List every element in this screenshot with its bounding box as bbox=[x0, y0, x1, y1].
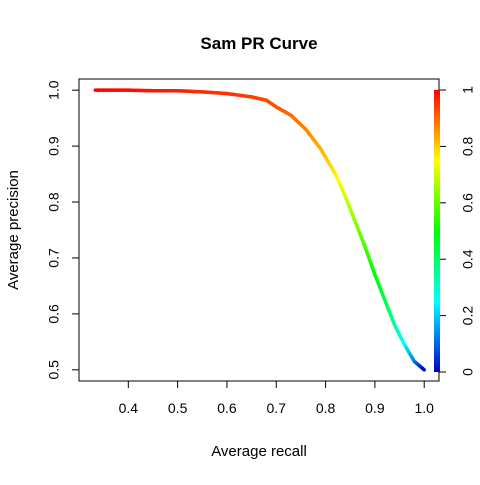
right-tick-label: 0 bbox=[460, 368, 476, 376]
x-tick-label: 0.5 bbox=[168, 400, 188, 416]
chart-title: Sam PR Curve bbox=[200, 34, 317, 53]
pr-curve-segment bbox=[423, 369, 424, 370]
y-axis-label: Average precision bbox=[5, 170, 22, 290]
right-tick-label: 0.8 bbox=[460, 136, 476, 156]
right-tick-label: 0.2 bbox=[460, 306, 476, 326]
y-tick-label: 0.7 bbox=[46, 248, 62, 268]
pr-curve-line bbox=[95, 90, 424, 370]
x-tick-label: 0.4 bbox=[119, 400, 139, 416]
x-axis: 0.4 0.5 0.6 0.7 0.8 0.9 1.0 bbox=[119, 381, 435, 416]
x-tick-label: 0.6 bbox=[217, 400, 237, 416]
x-tick-label: 0.8 bbox=[316, 400, 336, 416]
plot-frame bbox=[79, 79, 439, 381]
right-axis: 0 0.2 0.4 0.6 0.8 1 bbox=[439, 86, 476, 376]
right-tick-label: 1 bbox=[460, 86, 476, 94]
y-tick-label: 0.9 bbox=[46, 136, 62, 156]
y-tick-label: 0.5 bbox=[46, 360, 62, 380]
y-axis: 0.5 0.6 0.7 0.8 0.9 1.0 bbox=[46, 80, 79, 379]
x-axis-label: Average recall bbox=[211, 443, 307, 460]
y-tick-label: 0.6 bbox=[46, 304, 62, 324]
y-tick-label: 0.8 bbox=[46, 192, 62, 212]
x-tick-label: 1.0 bbox=[414, 400, 434, 416]
y-tick-label: 1.0 bbox=[46, 80, 62, 100]
colorbar bbox=[434, 90, 440, 372]
right-tick-label: 0.4 bbox=[460, 249, 476, 269]
x-tick-label: 0.7 bbox=[267, 400, 287, 416]
x-tick-label: 0.9 bbox=[365, 400, 385, 416]
right-tick-label: 0.6 bbox=[460, 193, 476, 213]
